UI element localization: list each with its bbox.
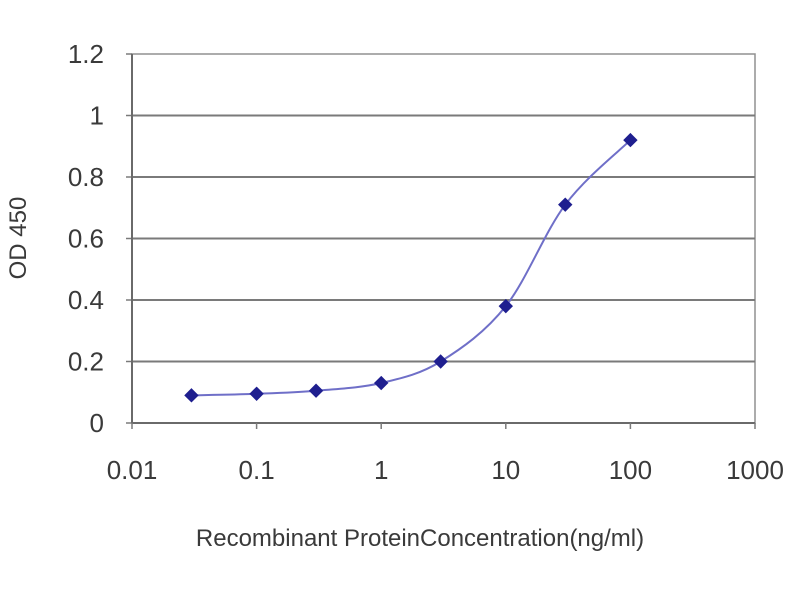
x-axis-title: Recombinant ProteinConcentration(ng/ml)	[196, 525, 644, 552]
x-tick-label-5: 1000	[726, 455, 784, 485]
data-point-3	[373, 375, 389, 391]
x-tick-label-4: 100	[609, 455, 652, 485]
y-tick-label-0: 0	[90, 408, 104, 438]
y-tick-label-5: 1	[90, 101, 104, 131]
axes	[126, 53, 756, 429]
y-tick-label-2: 0.4	[68, 285, 104, 315]
y-tick-label-6: 1.2	[68, 39, 104, 69]
data-point-0	[184, 388, 199, 403]
x-tick-label-3: 10	[491, 455, 520, 485]
y-tick-label-1: 0.2	[68, 347, 104, 377]
tick-labels: 0 0.2 0.4 0.6 0.8 1 1.2 0.01 0.1 1 10 100 1000	[68, 39, 784, 485]
data-point-1	[249, 386, 264, 401]
gridlines	[132, 114, 755, 363]
data-point-7	[623, 132, 638, 148]
y-tick-label-3: 0.6	[68, 224, 104, 254]
data-point-6	[558, 197, 573, 212]
data-point-4	[433, 354, 448, 369]
y-tick-label-4: 0.8	[68, 162, 104, 192]
data-point-2	[308, 383, 324, 398]
y-axis-title: OD 450	[5, 197, 32, 280]
x-tick-label-0: 0.01	[107, 455, 158, 485]
data-point-5	[498, 298, 514, 314]
x-tick-label-2: 1	[374, 455, 388, 485]
x-tick-label-1: 0.1	[239, 455, 275, 485]
series	[184, 132, 638, 403]
